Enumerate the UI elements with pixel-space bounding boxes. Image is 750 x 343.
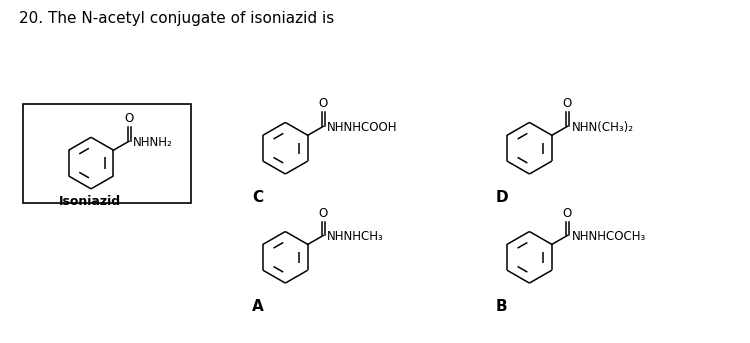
Text: O: O xyxy=(319,97,328,110)
Text: O: O xyxy=(562,97,572,110)
Text: A: A xyxy=(251,299,263,314)
Text: O: O xyxy=(319,206,328,220)
Text: 20. The N-acetyl conjugate of isoniazid is: 20. The N-acetyl conjugate of isoniazid … xyxy=(20,11,334,26)
Text: O: O xyxy=(562,206,572,220)
Text: NHNHCOOH: NHNHCOOH xyxy=(327,121,398,134)
Text: NHNHCOCH₃: NHNHCOCH₃ xyxy=(572,230,646,243)
Text: B: B xyxy=(496,299,507,314)
Text: Isoniazid: Isoniazid xyxy=(59,195,122,208)
Text: D: D xyxy=(495,190,508,205)
Text: C: C xyxy=(252,190,263,205)
Text: O: O xyxy=(124,113,134,126)
Text: NHNHCH₃: NHNHCH₃ xyxy=(327,230,384,243)
Text: NHN(CH₃)₂: NHN(CH₃)₂ xyxy=(572,121,634,134)
Bar xyxy=(23,104,190,203)
Text: NHNH₂: NHNH₂ xyxy=(133,136,172,149)
